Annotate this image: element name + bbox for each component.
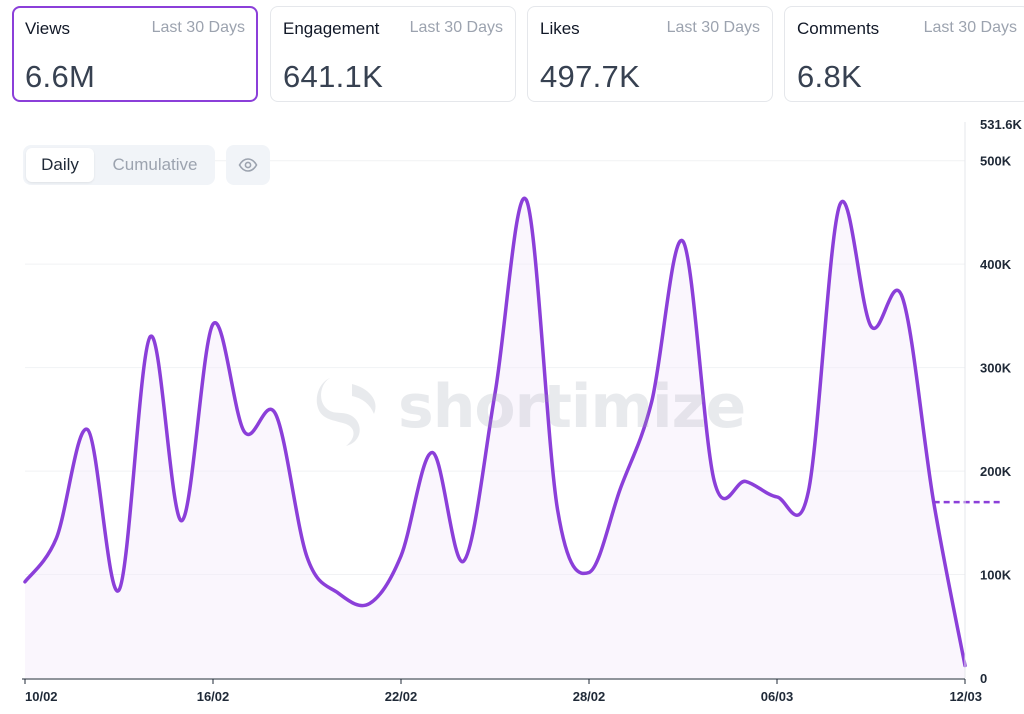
card-title: Views — [25, 19, 71, 38]
series-area — [25, 198, 965, 678]
comments-card[interactable]: Comments Last 30 Days 6.8K — [784, 6, 1024, 102]
card-value: 641.1K — [283, 59, 384, 94]
y-tick-label: 300K — [980, 361, 1012, 376]
y-tick-label: 500K — [980, 154, 1012, 169]
x-tick-label: 12/03 — [949, 689, 982, 704]
y-tick-label: 531.6K — [980, 117, 1023, 132]
card-period: Last 30 Days — [923, 19, 1017, 36]
card-period: Last 30 Days — [409, 19, 503, 36]
series-line — [23, 196, 967, 668]
views-card[interactable]: Views Last 30 Days 6.6M — [12, 6, 258, 102]
cumulative-toggle[interactable]: Cumulative — [112, 155, 198, 174]
watermark-text: shortimize — [398, 372, 746, 442]
engagement-card[interactable]: Engagement Last 30 Days 641.1K — [270, 6, 516, 102]
eye-icon — [238, 158, 258, 172]
x-tick-label: 16/02 — [197, 689, 230, 704]
card-title: Likes — [540, 19, 580, 38]
card-title: Engagement — [283, 19, 380, 38]
visibility-button[interactable] — [226, 145, 270, 185]
x-tick-labels: 10/02 16/02 22/02 28/02 06/03 12/03 — [24, 679, 982, 704]
x-tick-label: 28/02 — [573, 689, 606, 704]
card-title: Comments — [797, 19, 880, 38]
card-value: 497.7K — [540, 59, 641, 94]
y-tick-label: 0 — [980, 671, 987, 686]
x-tick-label: 10/02 — [25, 689, 58, 704]
x-tick-label: 06/03 — [761, 689, 794, 704]
card-value: 6.6M — [25, 59, 96, 94]
watermark: shortimize — [312, 370, 752, 450]
card-period: Last 30 Days — [666, 19, 760, 36]
views-chart: 0 100K 200K 300K 400K 500K 531.6K 10/02 16/02 22… — [22, 117, 1023, 704]
y-tick-label: 200K — [980, 464, 1012, 479]
data-points — [24, 199, 966, 666]
card-period: Last 30 Days — [151, 19, 245, 36]
metric-cards: Views Last 30 Days 6.6M Engagement Last … — [12, 6, 1024, 106]
x-tick-label: 22/02 — [385, 689, 418, 704]
y-tick-label: 400K — [980, 257, 1012, 272]
view-mode-toggle: Daily Cumulative — [23, 145, 215, 185]
card-value: 6.8K — [797, 59, 862, 94]
y-tick-label: 100K — [980, 568, 1012, 583]
daily-toggle[interactable]: Daily — [26, 148, 94, 182]
y-tick-labels: 0 100K 200K 300K 400K 500K 531.6K — [980, 117, 1023, 686]
shortimize-logo-icon — [316, 378, 376, 446]
likes-card[interactable]: Likes Last 30 Days 497.7K — [527, 6, 773, 102]
